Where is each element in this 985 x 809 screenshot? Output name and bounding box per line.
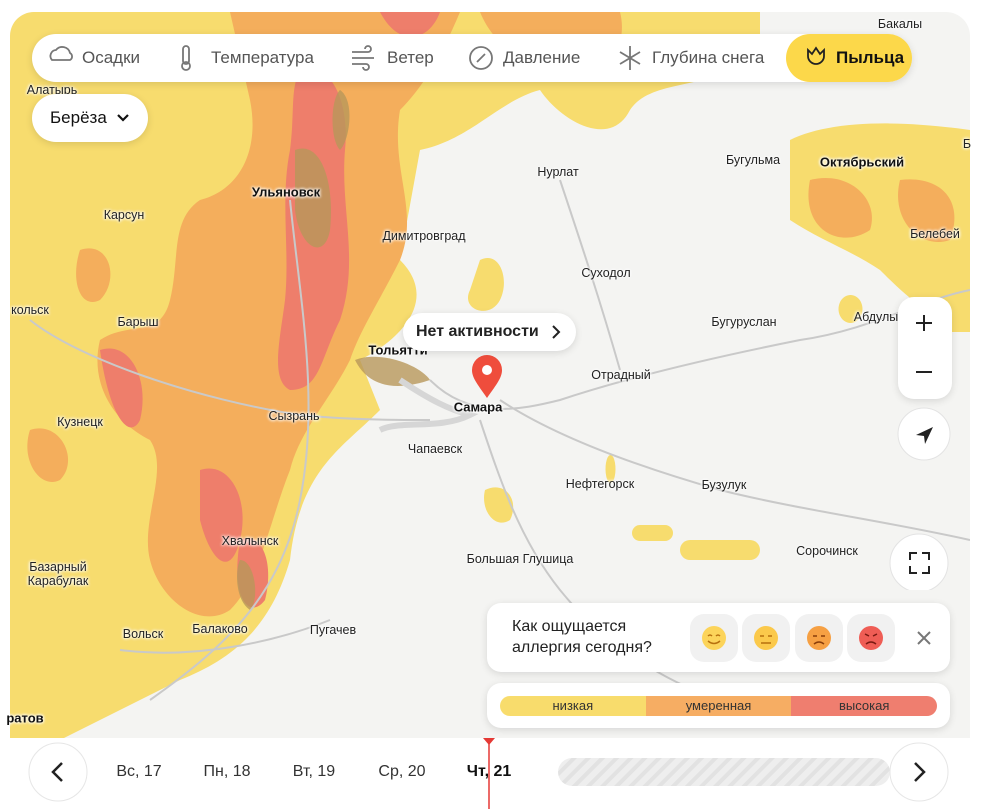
active-tab-bg — [786, 34, 912, 82]
river — [378, 377, 479, 433]
locate-icon — [916, 427, 933, 444]
tab-icons — [49, 45, 825, 71]
pin-dot — [482, 365, 492, 375]
city-label: Пугачев — [309, 623, 357, 637]
zoom-control — [898, 297, 952, 399]
allergy-question: Как ощущается аллергия сегодня? — [512, 618, 652, 656]
city-label: кольск — [11, 303, 49, 317]
control-icons — [889, 315, 951, 590]
rate-2[interactable] — [742, 614, 790, 662]
map-pin[interactable] — [472, 355, 502, 398]
prev-button[interactable] — [28, 742, 88, 802]
fullscreen-button[interactable] — [889, 533, 949, 590]
city-label: Бугуруслан — [711, 315, 777, 329]
pollen-overlay — [237, 90, 430, 610]
next-button[interactable] — [889, 742, 949, 802]
city-label: Абдулы — [853, 310, 899, 324]
dropdown-icon — [117, 114, 129, 122]
popup-text: Нет активности — [416, 323, 539, 340]
next-icon — [914, 762, 926, 782]
future-range — [558, 758, 890, 786]
plant-label: Берёза — [50, 108, 107, 127]
tab[interactable]: Давление — [503, 48, 581, 67]
tab[interactable]: Осадки — [82, 48, 141, 67]
day[interactable]: Вт, 19 — [292, 763, 336, 780]
city-label: Белебей — [910, 227, 960, 241]
roads — [29, 179, 970, 701]
city-label: Сорочинск — [796, 544, 858, 558]
plant-dropdown[interactable] — [32, 94, 148, 142]
popup-arrow — [552, 325, 561, 339]
city-label: Б — [962, 137, 972, 151]
tab-active[interactable]: Пыльца — [836, 48, 905, 67]
day[interactable]: Пн, 18 — [203, 763, 251, 780]
tab[interactable]: Глубина снега — [652, 48, 765, 67]
city-label: Бузулук — [701, 478, 747, 492]
city-label: Бакалы — [877, 17, 923, 31]
tab[interactable]: Температура — [211, 48, 314, 67]
city-label: Сызрань — [268, 409, 320, 423]
city-label: Отрадный — [591, 368, 651, 382]
city-label: Суходол — [581, 266, 631, 280]
day[interactable]: Вс, 17 — [116, 763, 162, 780]
legend-low: низкая — [500, 696, 646, 716]
rate-4[interactable] — [847, 614, 895, 662]
now-marker — [483, 738, 495, 745]
legend-high: высокая — [791, 696, 937, 716]
city-label: Базарный Карабулак — [27, 560, 89, 588]
city-label: Вольск — [122, 627, 164, 641]
zoom-in[interactable] — [916, 315, 932, 331]
pollen-high — [100, 12, 440, 608]
close-icon[interactable] — [917, 631, 931, 645]
prev-icon — [51, 762, 63, 782]
city-label: Октябрьский — [819, 154, 905, 170]
city-label: Большая Глушица — [466, 552, 574, 566]
day-active[interactable]: Чт, 21 — [466, 763, 512, 780]
city-label: Алатырь — [26, 83, 78, 97]
tab[interactable]: Ветер — [387, 48, 434, 67]
city-label: ратов — [6, 710, 44, 726]
rate-3[interactable] — [795, 614, 843, 662]
city-label: Карсун — [103, 208, 145, 222]
city-label: Нурлат — [537, 165, 579, 179]
city-label: Барыш — [117, 315, 159, 329]
legend-bar: низкая умеренная высокая — [500, 696, 937, 716]
day[interactable]: Ср, 20 — [378, 763, 426, 780]
city-label: Бугульма — [725, 153, 781, 167]
city-label: Балаково — [192, 622, 248, 636]
pollen-moderate — [27, 12, 955, 617]
layer-tabs — [32, 34, 912, 82]
city-label: Кузнецк — [57, 415, 103, 429]
rate-1[interactable] — [690, 614, 738, 662]
city-label: Хвалынск — [221, 534, 279, 548]
legend-moderate: умеренная — [645, 696, 792, 716]
popup[interactable] — [403, 313, 576, 351]
allergy-rating — [690, 614, 931, 662]
city-label: Самара — [453, 399, 503, 415]
city-label: Ульяновск — [251, 184, 321, 200]
city-label: Чапаевск — [407, 442, 463, 456]
fullscreen-icon — [909, 552, 930, 574]
city-label: Димитровград — [382, 229, 466, 243]
city-label: Нефтегорск — [565, 477, 635, 491]
